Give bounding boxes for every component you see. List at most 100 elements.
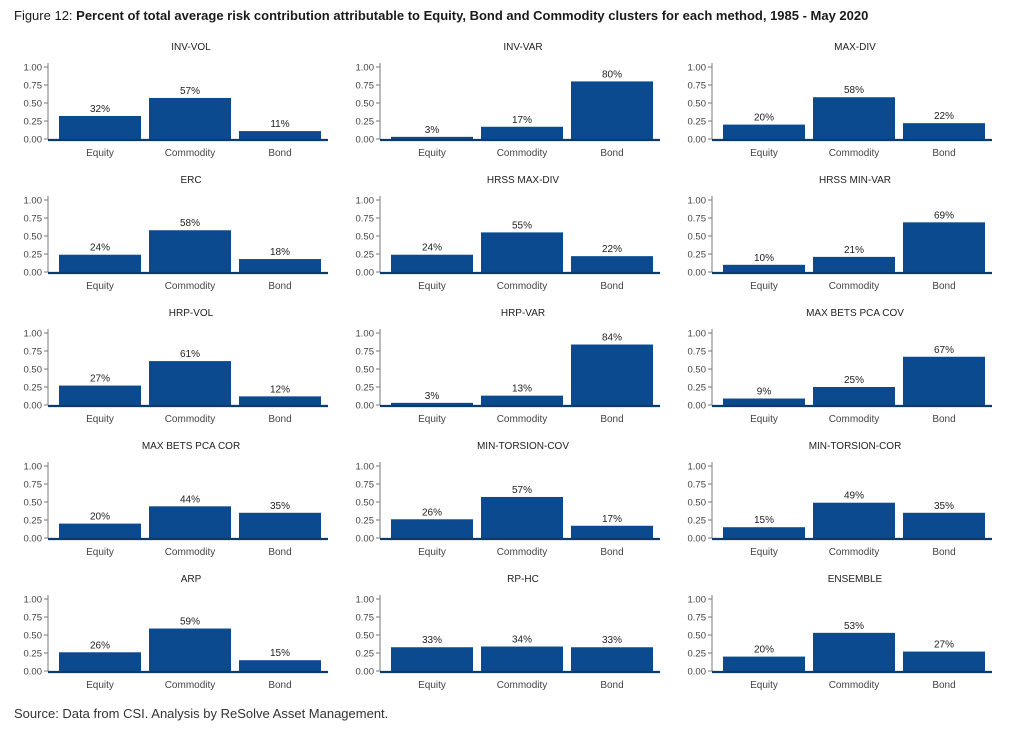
y-tick-label: 0.25 — [356, 649, 375, 660]
data-label: 22% — [934, 111, 954, 122]
x-category-label: Commodity — [829, 414, 880, 425]
bar-bond — [239, 512, 321, 538]
panel-title: HRP-VOL — [169, 308, 214, 319]
data-label: 3% — [425, 125, 440, 136]
x-category-label: Commodity — [165, 281, 216, 292]
data-label: 67% — [934, 345, 954, 356]
bar-bond — [239, 131, 321, 139]
bar-commodity — [813, 502, 895, 538]
bar-commodity — [813, 387, 895, 405]
x-category-label: Bond — [932, 414, 955, 425]
data-label: 24% — [422, 243, 442, 254]
data-label: 32% — [90, 104, 110, 115]
panel-title: MAX BETS PCA COR — [142, 441, 240, 452]
y-tick-label: 0.75 — [688, 613, 707, 624]
bar-equity — [59, 115, 141, 139]
y-tick-label: 0.00 — [356, 268, 375, 279]
y-tick-label: 0.50 — [24, 631, 43, 642]
y-tick-label: 0.00 — [688, 401, 707, 412]
data-label: 34% — [512, 635, 532, 646]
data-label: 27% — [934, 640, 954, 651]
data-label: 25% — [844, 375, 864, 386]
y-tick-label: 0.25 — [688, 516, 707, 527]
x-category-label: Bond — [268, 547, 291, 558]
bar-commodity — [149, 628, 231, 671]
x-category-label: Equity — [418, 148, 446, 159]
y-tick-label: 1.00 — [688, 196, 707, 207]
x-category-label: Bond — [600, 281, 623, 292]
x-category-label: Commodity — [829, 680, 880, 691]
y-tick-label: 1.00 — [24, 595, 43, 606]
panel-title: ENSEMBLE — [828, 574, 883, 585]
x-category-label: Equity — [750, 414, 778, 425]
data-label: 57% — [180, 86, 200, 97]
data-label: 35% — [270, 501, 290, 512]
y-tick-label: 0.75 — [356, 613, 375, 624]
bar-bond — [239, 396, 321, 405]
data-label: 12% — [270, 384, 290, 395]
y-tick-label: 1.00 — [688, 63, 707, 74]
data-label: 35% — [934, 501, 954, 512]
bar-commodity — [149, 506, 231, 538]
data-label: 9% — [757, 387, 772, 398]
y-tick-label: 1.00 — [356, 329, 375, 340]
bar-equity — [391, 136, 473, 139]
bar-equity — [391, 254, 473, 272]
bar-commodity — [149, 97, 231, 139]
x-category-label: Commodity — [497, 148, 548, 159]
x-category-label: Commodity — [165, 414, 216, 425]
y-tick-label: 0.50 — [24, 365, 43, 376]
y-tick-label: 0.75 — [356, 480, 375, 491]
figure-title: Figure 12: Percent of total average risk… — [14, 8, 868, 23]
bar-bond — [239, 259, 321, 272]
bar-equity — [391, 519, 473, 538]
x-category-label: Bond — [932, 680, 955, 691]
y-tick-label: 0.00 — [356, 667, 375, 678]
bar-equity — [59, 523, 141, 538]
y-tick-label: 0.00 — [688, 268, 707, 279]
bar-bond — [571, 525, 653, 538]
y-tick-label: 0.50 — [356, 365, 375, 376]
bar-equity — [723, 398, 805, 405]
bar-bond — [571, 81, 653, 139]
x-category-label: Equity — [750, 281, 778, 292]
figure-number: Figure 12: — [14, 8, 77, 23]
y-tick-label: 0.25 — [24, 383, 43, 394]
y-tick-label: 0.25 — [688, 383, 707, 394]
figure-source-note: Source: Data from CSI. Analysis by ReSol… — [14, 706, 389, 721]
x-category-label: Bond — [600, 680, 623, 691]
data-label: 20% — [754, 113, 774, 124]
x-category-label: Bond — [600, 148, 623, 159]
data-label: 17% — [512, 115, 532, 126]
x-category-label: Equity — [418, 547, 446, 558]
x-category-label: Equity — [86, 414, 114, 425]
figure-title-text: Percent of total average risk contributi… — [76, 8, 869, 23]
y-tick-label: 0.50 — [24, 232, 43, 243]
panel-title: RP-HC — [507, 574, 539, 585]
x-category-label: Bond — [268, 414, 291, 425]
y-tick-label: 0.25 — [356, 383, 375, 394]
bar-commodity — [149, 361, 231, 405]
y-tick-label: 0.50 — [688, 365, 707, 376]
y-tick-label: 0.75 — [688, 480, 707, 491]
x-category-label: Bond — [268, 148, 291, 159]
data-label: 58% — [180, 218, 200, 229]
y-tick-label: 0.75 — [24, 81, 43, 92]
y-tick-label: 1.00 — [24, 462, 43, 473]
y-tick-label: 0.25 — [356, 250, 375, 261]
x-category-label: Equity — [418, 680, 446, 691]
x-category-label: Bond — [268, 281, 291, 292]
x-category-label: Bond — [600, 414, 623, 425]
y-tick-label: 0.75 — [24, 214, 43, 225]
bar-commodity — [481, 395, 563, 405]
data-label: 15% — [270, 648, 290, 659]
y-tick-label: 0.50 — [688, 631, 707, 642]
panel-title: HRP-VAR — [501, 308, 545, 319]
bar-bond — [903, 222, 985, 272]
panel-title: MIN-TORSION-COR — [809, 441, 902, 452]
data-label: 11% — [270, 119, 289, 130]
data-label: 26% — [90, 640, 110, 651]
data-label: 26% — [422, 507, 442, 518]
data-label: 3% — [425, 391, 440, 402]
